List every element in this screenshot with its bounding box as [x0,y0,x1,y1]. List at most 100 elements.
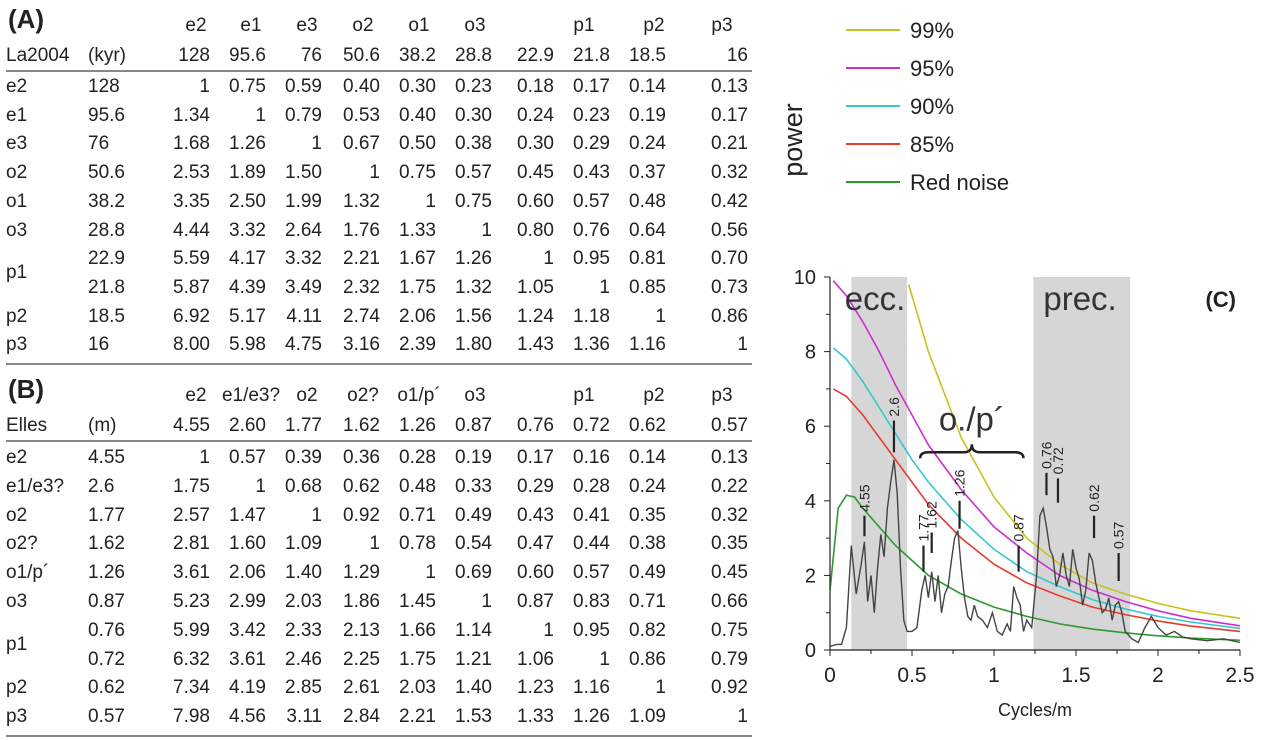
ratio-cell: 6.32 [173,648,210,670]
x-tick-label: 2.5 [1225,664,1254,687]
row-label-cell: o2 [6,162,28,184]
ratio-cell: 0.29 [517,475,554,497]
ratio-cell: 1 [737,334,748,356]
spectrum-chart: 0 2 4 6 8 10 0 0.5 1 1.5 2 2.5 Cycles/m power ecc. prec… [770,0,1265,735]
ratio-cell: 0.57 [455,162,492,184]
ratio-cell: 1 [311,504,322,526]
confidence-line [832,347,1241,630]
ratio-cell: 0.17 [517,447,554,468]
ratio-cell: 0.57 [229,447,266,468]
ratio-cell: 1 [543,619,554,641]
table-row: o3 0.87 5.23 2.99 2.03 1.86 1.45 1 0.87 0.83 0.71 0… [6,588,752,616]
period-cell: 38.2 [88,190,125,212]
ratio-cell: 1 [599,276,610,298]
column-header-cell: 22.9 [517,45,554,66]
ratio-cell: 2.64 [285,219,322,241]
row-label-cell: o3 [6,219,28,241]
group-header-cell: p3 [711,15,733,36]
ratio-cell: 3.11 [286,706,322,728]
ratio-cell: 2.21 [399,706,436,728]
x-axis-label: Cycles/m [998,700,1072,720]
period-cell: 4.55 [88,447,125,468]
column-header-cell: 50.6 [343,45,380,66]
ratio-cell: 2.33 [285,619,322,641]
ratio-cell: 0.71 [629,591,666,612]
ratio-cell: 0.32 [711,504,748,526]
ratio-cell: 2.74 [343,305,380,327]
row-label-cell: e1/e3? [6,475,65,497]
ratio-cell: 1 [655,305,666,327]
ratio-cell: 1 [481,591,492,612]
row-label-cell: e3 [6,133,28,155]
ratio-cell: 0.48 [399,475,436,497]
ratio-cell: 1 [199,76,210,97]
ratio-cell: 1 [425,562,436,584]
ratio-cell: 5.23 [173,591,210,612]
ratio-cell: 0.29 [573,133,610,155]
ratio-cell: 8.00 [173,334,210,356]
ratio-cell: 5.98 [229,334,266,356]
ratio-cell: 1.26 [573,706,610,728]
table-row: p2 18.5 6.92 5.17 4.11 2.74 2.06 1.56 1.24 1.18 1 0… [6,303,752,331]
table-row: o2 1.77 2.57 1.47 1 0.92 0.71 0.49 0.43 0.41 0.35 0… [6,502,752,530]
ratio-cell: 0.33 [455,475,492,497]
ratio-cell: 0.21 [711,133,748,155]
ratio-cell: 0.35 [629,504,666,526]
ratio-cell: 0.49 [629,562,666,584]
period-cell: 22.9 [88,248,125,270]
ratio-cell: 0.64 [629,219,666,241]
ratio-cell: 1.33 [517,706,554,728]
ratio-cell: 1 [425,190,436,212]
ratio-cell: 2.03 [285,591,322,612]
period-cell: 16 [88,334,110,356]
ratio-cell: 1.56 [455,305,492,327]
ratio-cell: 1.29 [343,562,380,584]
ratio-cell: 2.13 [343,619,380,641]
ratio-cell: 0.62 [343,475,380,497]
ratio-cell: 0.40 [343,76,380,97]
ratio-cell: 2.21 [343,248,380,270]
ratio-cell: 1.26 [229,133,266,155]
ratio-cell: 4.75 [285,334,322,356]
ratio-cell: 0.83 [573,591,610,612]
period-cell: 28.8 [88,219,125,241]
ratio-cell: 4.11 [286,305,322,327]
ratio-cell: 0.70 [711,248,748,270]
ratio-cell: 2.99 [229,591,266,612]
row-label-cell: o2 [6,504,28,526]
ratio-cell: 0.47 [517,533,554,555]
group-header-cell: p2 [643,385,665,406]
ratio-cell: 1.60 [229,533,266,555]
column-header-cell: 0.57 [711,415,748,436]
table-row: p3 16 8.00 5.98 4.75 3.16 2.39 1.80 1.43 1.36 1.16… [6,331,752,359]
column-header-cell: 1.26 [399,415,436,436]
ratio-cell: 1 [369,533,380,555]
ratio-cell: 0.81 [629,248,666,270]
ratio-cell: 0.86 [711,305,748,327]
ratio-cell: 0.56 [711,219,748,241]
row-label-cell: p2 [6,305,28,327]
row-label-cell: p1 [6,262,28,284]
group-header-cell: e3 [296,15,318,36]
ratio-cell: 0.49 [455,504,492,526]
confidence-line [832,388,1241,633]
ratio-cell: 0.17 [711,104,748,126]
table-a-label: (A) [8,4,45,34]
column-header-cell: Elles [6,415,48,436]
ratio-cell: 0.57 [573,190,610,212]
row-label-cell: o1 [6,190,28,212]
header-divider [6,70,752,72]
ratio-cell: 0.42 [711,190,748,212]
column-header-cell: 0.87 [455,415,492,436]
table-row: e1/e3? 2.6 1.75 1 0.68 0.62 0.48 0.33 0.29 0.28 0.… [6,473,752,501]
ratio-cell: 2.81 [173,533,210,555]
ratio-cell: 0.59 [285,76,322,97]
brace [918,444,1025,459]
row-label-cell: p1 [6,633,28,655]
table-a-group-header: e2 e1 e3 o2 o1 o3 p1 p2 p3 [6,12,752,40]
row-label-cell: p3 [6,334,28,356]
group-header-cell: o3 [464,385,486,406]
ratio-cell: 4.19 [229,677,266,699]
y-tick-label: 8 [805,342,816,364]
ratio-cell: 1.45 [399,591,436,612]
